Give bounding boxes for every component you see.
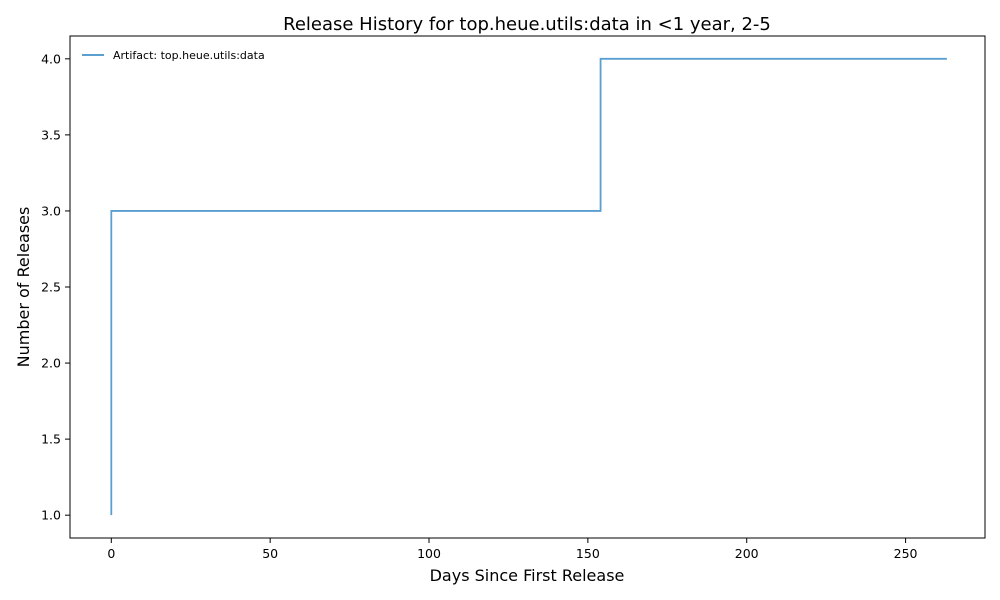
- y-axis: 1.0 1.5 2.0 2.5 3.0 3.5 4.0: [41, 51, 70, 523]
- series-layer: [110, 57, 947, 516]
- x-tick-label: 100: [417, 546, 441, 561]
- chart-title: Release History for top.heue.utils:data …: [283, 14, 771, 35]
- y-tick-label: 1.5: [41, 432, 61, 447]
- y-axis-label: Number of Releases: [14, 207, 33, 368]
- y-tick-label: 4.0: [41, 51, 61, 66]
- legend: Artifact: top.heue.utils:data: [82, 49, 265, 62]
- x-tick-label: 250: [894, 546, 918, 561]
- x-tick-label: 200: [735, 546, 759, 561]
- y-tick-label: 1.0: [41, 508, 61, 523]
- legend-entry: Artifact: top.heue.utils:data: [113, 49, 265, 62]
- y-tick-label: 3.5: [41, 127, 61, 142]
- x-tick-label: 0: [107, 546, 115, 561]
- series-line-0: [110, 57, 947, 516]
- x-axis-label: Days Since First Release: [430, 566, 625, 585]
- x-axis: 0 50 100 150 200 250: [107, 538, 918, 561]
- y-tick-label: 2.5: [41, 280, 61, 295]
- y-tick-label: 2.0: [41, 356, 61, 371]
- x-tick-label: 50: [262, 546, 278, 561]
- plot-area-frame: [69, 35, 986, 539]
- y-tick-label: 3.0: [41, 203, 61, 218]
- x-tick-label: 150: [576, 546, 600, 561]
